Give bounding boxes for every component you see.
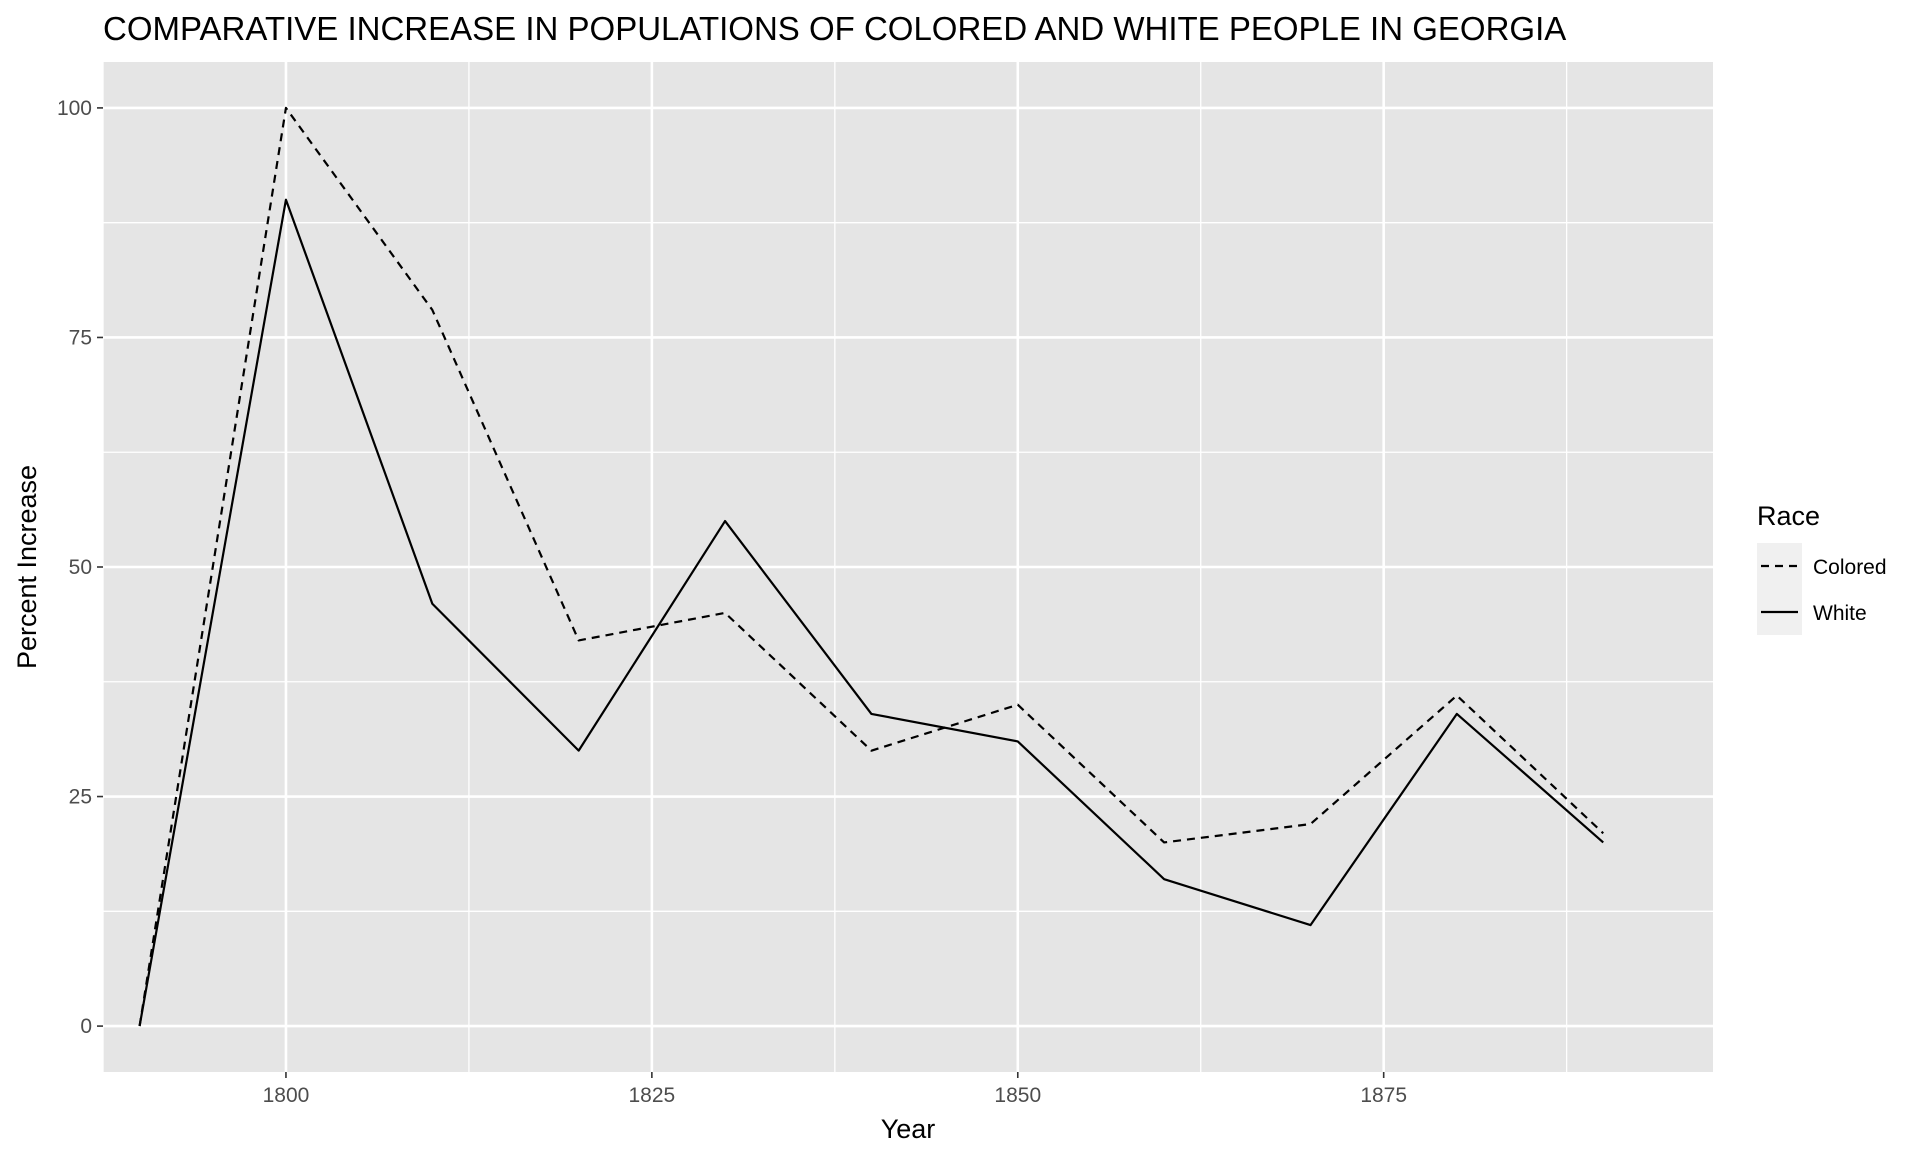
x-tick-label: 1825: [629, 1084, 676, 1107]
y-tick-label: 100: [57, 97, 92, 120]
series-lines: [138, 106, 1604, 1027]
x-tick-label: 1875: [1360, 1084, 1407, 1107]
legend-label-white: White: [1813, 602, 1867, 625]
y-axis: 0 25 50 75 100: [57, 97, 103, 1038]
grid-lines: [102, 62, 1713, 1072]
x-axis-title: Year: [881, 1114, 936, 1144]
y-axis-title: Percent Increase: [12, 465, 42, 669]
chart-title: COMPARATIVE INCREASE IN POPULATIONS OF C…: [103, 10, 1566, 47]
y-tick-label: 0: [80, 1015, 92, 1038]
legend-items: Colored White: [1757, 543, 1887, 635]
x-tick-label: 1850: [994, 1084, 1041, 1107]
series-line-colored: [138, 106, 1604, 1027]
legend: Race Colored White: [1757, 501, 1887, 635]
x-axis: 1800 1825 1850 1875: [263, 1072, 1407, 1107]
series-line-white: [138, 198, 1604, 1027]
y-tick-label: 75: [69, 326, 92, 349]
x-tick-label: 1800: [263, 1084, 310, 1107]
legend-title: Race: [1757, 501, 1820, 531]
legend-label-colored: Colored: [1813, 556, 1887, 579]
y-tick-label: 50: [69, 556, 92, 579]
y-tick-label: 25: [69, 786, 92, 809]
